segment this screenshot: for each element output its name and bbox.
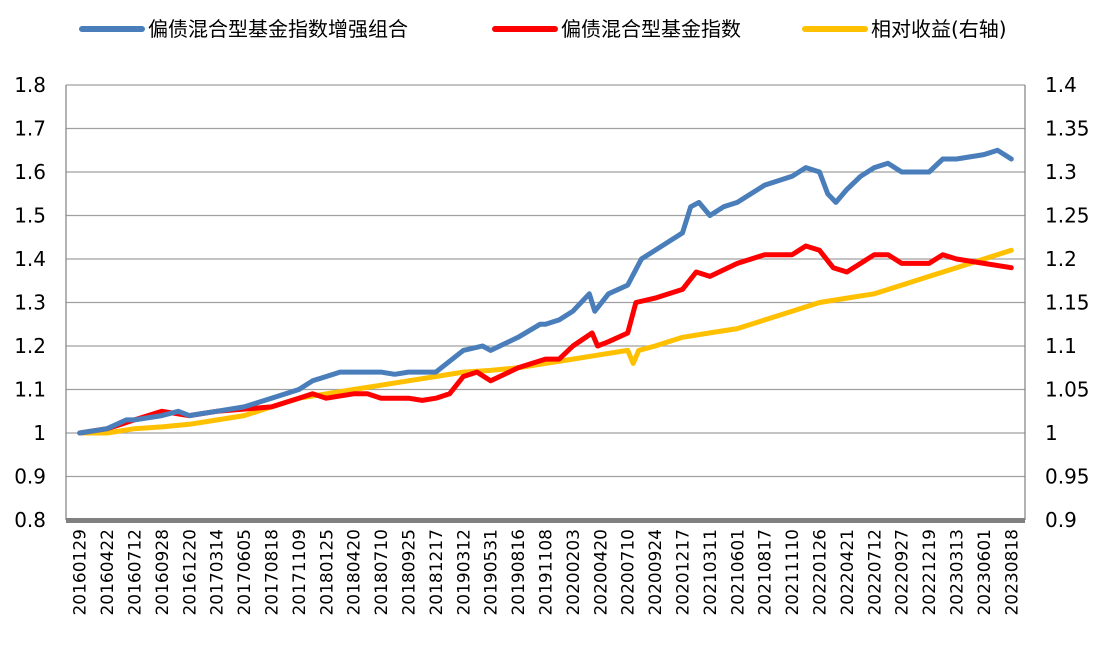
x-tick-label: 20160712: [126, 529, 146, 616]
x-tick-label: 20211110: [783, 529, 803, 616]
x-tick-label: 20200203: [564, 529, 584, 616]
series-lines: [77, 147, 1014, 436]
legend-label-relative: 相对收益(右轴): [871, 17, 1007, 41]
x-tick-label: 20200924: [646, 529, 666, 616]
left-y-tick-label: 1: [33, 421, 46, 445]
left-y-tick-label: 1.8: [14, 73, 46, 97]
right-y-tick-label: 0.9: [1045, 508, 1077, 532]
right-y-tick-label: 1.1: [1045, 334, 1077, 358]
x-tick-label: 20160129: [71, 529, 91, 616]
right-y-tick-label: 1: [1045, 421, 1058, 445]
x-tick-label: 20210817: [756, 529, 776, 616]
x-tick-label: 20220927: [893, 529, 913, 616]
x-tick-label: 20180420: [345, 529, 365, 616]
x-tick-label: 20190312: [454, 529, 474, 616]
x-tick-label: 20190531: [482, 529, 502, 616]
x-tick-label: 20200420: [591, 529, 611, 616]
right-y-tick-label: 1.15: [1045, 291, 1090, 315]
x-tick-label: 20180925: [400, 529, 420, 616]
right-y-tick-label: 1.25: [1045, 204, 1090, 228]
x-tick-label: 20170605: [235, 529, 255, 616]
x-tick-label: 20191108: [537, 529, 557, 616]
left-y-tick-label: 1.2: [14, 334, 46, 358]
gridlines: [66, 84, 1025, 478]
left-y-tick-label: 1.1: [14, 378, 46, 402]
right-y-tick-label: 1.35: [1045, 117, 1090, 141]
x-tick-label: 20171109: [290, 529, 310, 616]
left-y-tick-label: 1.5: [14, 204, 46, 228]
x-tick-label: 20200710: [619, 529, 639, 616]
right-y-tick-label: 1.2: [1045, 247, 1077, 271]
x-tick-label: 20170314: [208, 529, 228, 616]
left-y-tick-label: 1.3: [14, 291, 46, 315]
x-tick-label: 20230818: [1002, 529, 1022, 616]
left-y-tick-label: 0.9: [14, 465, 46, 489]
right-y-tick-label: 1.4: [1045, 73, 1077, 97]
x-tick-label: 20190816: [509, 529, 529, 616]
x-tick-label: 20201217: [674, 529, 694, 616]
x-tick-label: 20210311: [701, 529, 721, 616]
x-tick-label: 20221219: [920, 529, 940, 616]
legend-label-index: 偏债混合型基金指数: [561, 17, 741, 41]
right-y-tick-label: 1.05: [1045, 378, 1090, 402]
legend-label-enhanced: 偏债混合型基金指数增强组合: [148, 17, 408, 41]
x-tick-label: 20230313: [948, 529, 968, 616]
x-tick-label: 20160422: [98, 529, 118, 616]
left-y-tick-label: 1.6: [14, 160, 46, 184]
x-tick-label: 20160928: [153, 529, 173, 616]
left-y-tick-label: 1.7: [14, 117, 46, 141]
x-tick-label: 20161220: [180, 529, 200, 616]
right-y-axis: 0.9 0.95 1 1.05 1.1 1.15 1.2 1.25 1.3 1.35 1.4: [1045, 73, 1090, 532]
axes: [65, 85, 1026, 523]
series-line-relative: [77, 247, 1014, 436]
x-tick-label: 20220126: [811, 529, 831, 616]
x-tick-label: 20180710: [372, 529, 392, 616]
left-y-tick-label: 1.4: [14, 247, 46, 271]
series-line-enhanced: [77, 147, 1014, 436]
x-tick-label: 20181217: [427, 529, 447, 616]
x-tick-label: 20170818: [263, 529, 283, 616]
right-y-tick-label: 1.3: [1045, 160, 1077, 184]
x-tick-label: 20230601: [975, 529, 995, 616]
x-axis-line: [66, 518, 1025, 523]
x-tick-label: 20220712: [865, 529, 885, 616]
x-tick-label: 20220421: [838, 529, 858, 616]
x-tick-label: 20180125: [317, 529, 337, 616]
left-y-tick-label: 0.8: [14, 508, 46, 532]
x-axis: 20160129 20160422 20160712 20160928 20161220…: [71, 529, 1023, 616]
right-y-tick-label: 0.95: [1045, 465, 1090, 489]
series-line-index: [77, 243, 1014, 436]
left-y-axis: 0.8 0.9 1 1.1 1.2 1.3 1.4 1.5 1.6 1.7 1.8: [14, 73, 46, 532]
chart-legend: 偏债混合型基金指数增强组合 偏债混合型基金指数 相对收益(右轴): [79, 17, 1007, 41]
x-tick-label: 20210601: [728, 529, 748, 616]
